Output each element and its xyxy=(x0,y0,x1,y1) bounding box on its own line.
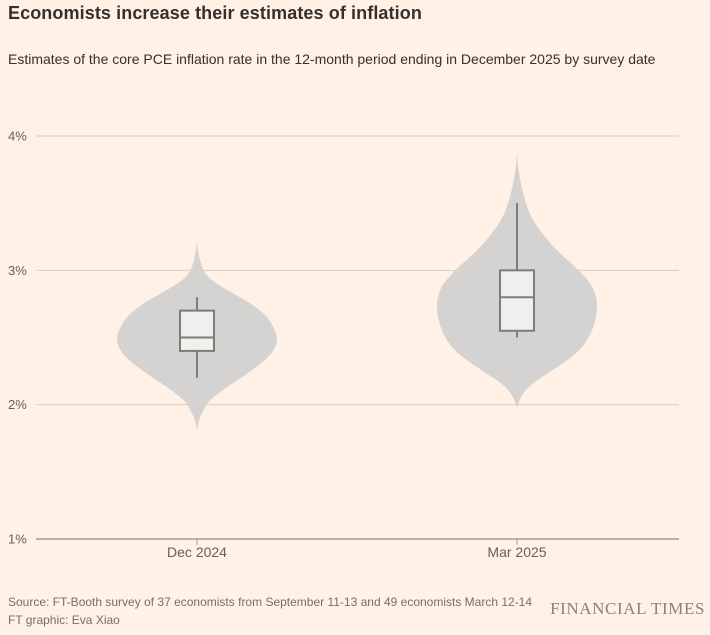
chart-title: Economists increase their estimates of i… xyxy=(8,3,422,23)
xtick-label-dec-2024: Dec 2024 xyxy=(167,544,227,560)
box-dec-2024 xyxy=(179,309,215,352)
ytick-label-3pct: 3% xyxy=(8,263,27,278)
ytick-label-1pct: 1% xyxy=(8,531,27,546)
chart-subtitle: Estimates of the core PCE inflation rate… xyxy=(8,51,656,67)
violin-chart: 4% 3% 2% 1% Dec 2024 Mar 2025 xyxy=(8,129,679,560)
xtick-label-mar-2025: Mar 2025 xyxy=(487,544,546,560)
financial-times-logo: FINANCIAL TIMES xyxy=(550,599,705,618)
ytick-label-2pct: 2% xyxy=(8,397,27,412)
source-line: Source: FT-Booth survey of 37 economists… xyxy=(8,595,533,609)
ytick-label-4pct: 4% xyxy=(8,129,27,144)
credit-line: FT graphic: Eva Xiao xyxy=(8,613,120,627)
footer-source: Source: FT-Booth survey of 37 economists… xyxy=(8,593,532,629)
box-mar-2025 xyxy=(499,269,535,332)
